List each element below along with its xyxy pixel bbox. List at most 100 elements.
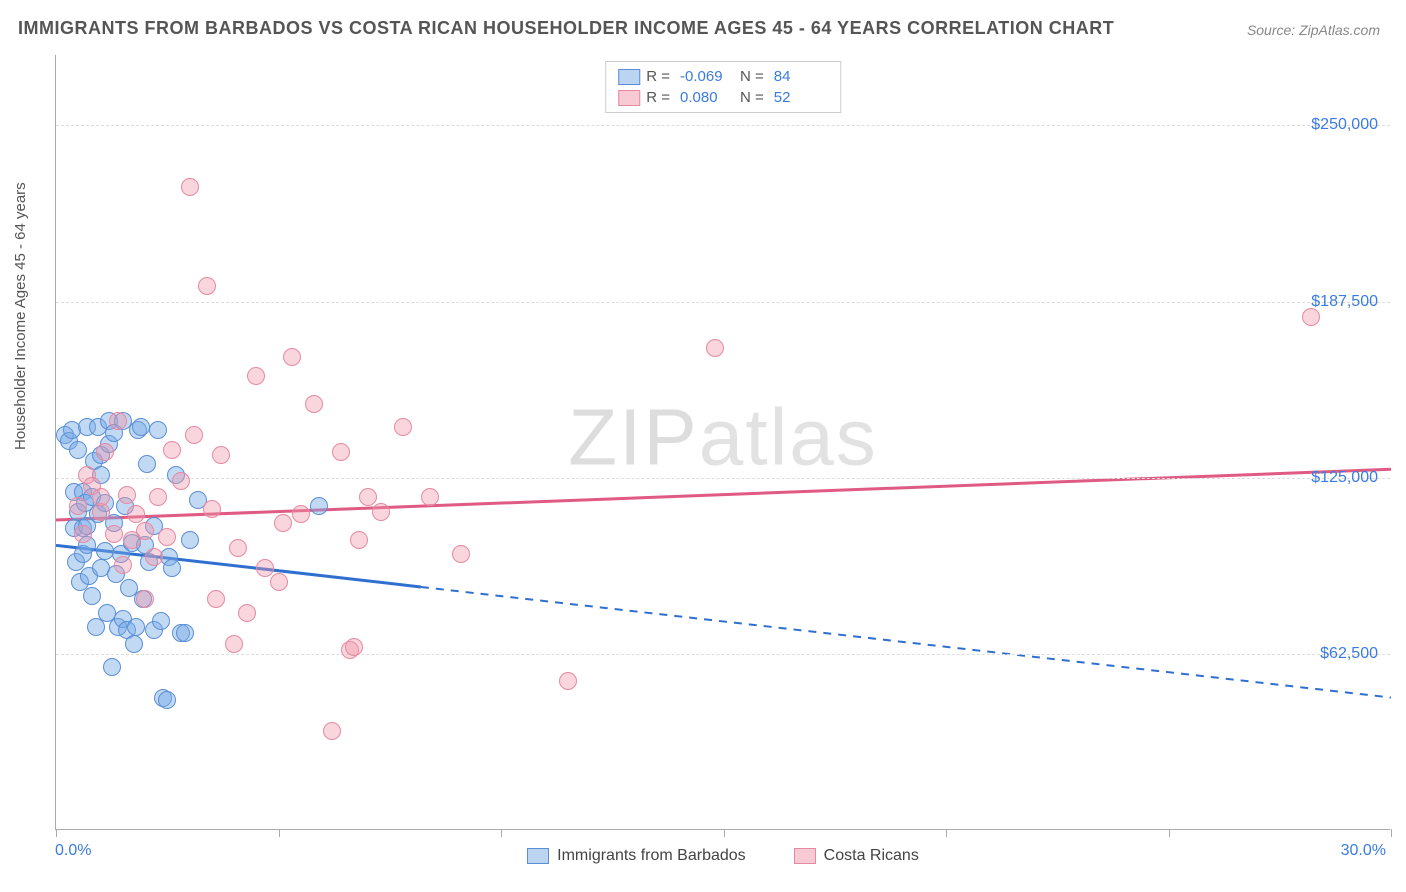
series-legend-label: Costa Ricans	[824, 847, 919, 865]
y-tick-label: $250,000	[1311, 116, 1378, 134]
x-tick	[56, 829, 57, 837]
data-point	[350, 531, 368, 549]
data-point	[96, 443, 114, 461]
data-point	[256, 559, 274, 577]
data-point	[305, 395, 323, 413]
gridline	[56, 654, 1390, 655]
data-point	[181, 531, 199, 549]
series-legend-item: Costa Ricans	[794, 847, 919, 865]
series-legend: Immigrants from Barbados Costa Ricans	[56, 847, 1390, 865]
x-tick	[1391, 829, 1392, 837]
legend-swatch	[618, 69, 640, 85]
gridline	[56, 478, 1390, 479]
watermark: ZIPatlas	[568, 391, 877, 483]
watermark-thin: atlas	[699, 392, 878, 481]
y-axis-label: Householder Income Ages 45 - 64 years	[12, 182, 29, 450]
data-point	[706, 339, 724, 357]
data-point	[229, 539, 247, 557]
data-point	[270, 573, 288, 591]
data-point	[114, 556, 132, 574]
x-tick	[279, 829, 280, 837]
data-point	[163, 441, 181, 459]
data-point	[132, 418, 150, 436]
x-axis-max-label: 30.0%	[1341, 842, 1386, 860]
data-point	[247, 367, 265, 385]
data-point	[158, 691, 176, 709]
data-point	[149, 488, 167, 506]
data-point	[185, 426, 203, 444]
data-point	[127, 618, 145, 636]
data-point	[274, 514, 292, 532]
correlation-legend: R = -0.069 N = 84 R = 0.080 N = 52	[605, 61, 841, 113]
legend-swatch	[794, 848, 816, 864]
data-point	[394, 418, 412, 436]
data-point	[127, 505, 145, 523]
legend-r-value: -0.069	[680, 68, 734, 85]
data-point	[452, 545, 470, 563]
data-point	[421, 488, 439, 506]
data-point	[181, 178, 199, 196]
data-point	[323, 722, 341, 740]
data-point	[332, 443, 350, 461]
legend-n-label: N =	[740, 89, 764, 106]
data-point	[125, 635, 143, 653]
data-point	[69, 441, 87, 459]
data-point	[138, 455, 156, 473]
x-tick	[724, 829, 725, 837]
x-axis-min-label: 0.0%	[55, 842, 91, 860]
data-point	[109, 412, 127, 430]
x-tick	[946, 829, 947, 837]
data-point	[163, 559, 181, 577]
data-point	[105, 525, 123, 543]
x-tick	[501, 829, 502, 837]
data-point	[83, 587, 101, 605]
data-point	[207, 590, 225, 608]
source-attribution: Source: ZipAtlas.com	[1247, 22, 1380, 38]
data-point	[152, 612, 170, 630]
data-point	[345, 638, 363, 656]
legend-n-value: 84	[774, 68, 828, 85]
series-legend-item: Immigrants from Barbados	[527, 847, 746, 865]
y-tick-label: $187,500	[1311, 293, 1378, 311]
data-point	[118, 486, 136, 504]
data-point	[158, 528, 176, 546]
data-point	[559, 672, 577, 690]
data-point	[372, 503, 390, 521]
y-tick-label: $125,000	[1311, 469, 1378, 487]
data-point	[103, 658, 121, 676]
legend-swatch	[618, 90, 640, 106]
data-point	[310, 497, 328, 515]
watermark-bold: ZIP	[568, 392, 698, 481]
trend-lines	[56, 55, 1391, 830]
data-point	[176, 624, 194, 642]
data-point	[212, 446, 230, 464]
gridline	[56, 125, 1390, 126]
x-tick	[1169, 829, 1170, 837]
data-point	[198, 277, 216, 295]
data-point	[203, 500, 221, 518]
data-point	[149, 421, 167, 439]
data-point	[1302, 308, 1320, 326]
data-point	[136, 590, 154, 608]
series-legend-label: Immigrants from Barbados	[557, 847, 746, 865]
gridline	[56, 302, 1390, 303]
data-point	[172, 472, 190, 490]
legend-r-label: R =	[646, 89, 670, 106]
scatter-plot-area: ZIPatlas R =-0.069N =84R =0.080N =52 Imm…	[55, 55, 1390, 830]
legend-n-label: N =	[740, 68, 764, 85]
data-point	[69, 497, 87, 515]
legend-r-label: R =	[646, 68, 670, 85]
data-point	[359, 488, 377, 506]
legend-swatch	[527, 848, 549, 864]
data-point	[292, 505, 310, 523]
data-point	[92, 488, 110, 506]
y-tick-label: $62,500	[1320, 645, 1378, 663]
data-point	[238, 604, 256, 622]
data-point	[145, 548, 163, 566]
data-point	[225, 635, 243, 653]
legend-n-value: 52	[774, 89, 828, 106]
legend-row: R = -0.069 N = 84	[618, 66, 828, 87]
legend-row: R = 0.080 N = 52	[618, 87, 828, 108]
legend-r-value: 0.080	[680, 89, 734, 106]
chart-title: IMMIGRANTS FROM BARBADOS VS COSTA RICAN …	[18, 18, 1114, 39]
